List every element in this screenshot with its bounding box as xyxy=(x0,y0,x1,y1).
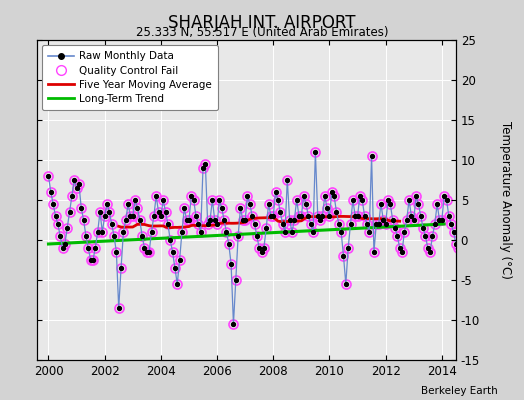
Legend: Raw Monthly Data, Quality Control Fail, Five Year Moving Average, Long-Term Tren: Raw Monthly Data, Quality Control Fail, … xyxy=(42,45,219,110)
Text: SHARJAH INT. AIRPORT: SHARJAH INT. AIRPORT xyxy=(168,14,356,32)
Text: 25.333 N, 55.517 E (United Arab Emirates): 25.333 N, 55.517 E (United Arab Emirates… xyxy=(136,26,388,39)
Y-axis label: Temperature Anomaly (°C): Temperature Anomaly (°C) xyxy=(499,121,512,279)
Text: Berkeley Earth: Berkeley Earth xyxy=(421,386,498,396)
